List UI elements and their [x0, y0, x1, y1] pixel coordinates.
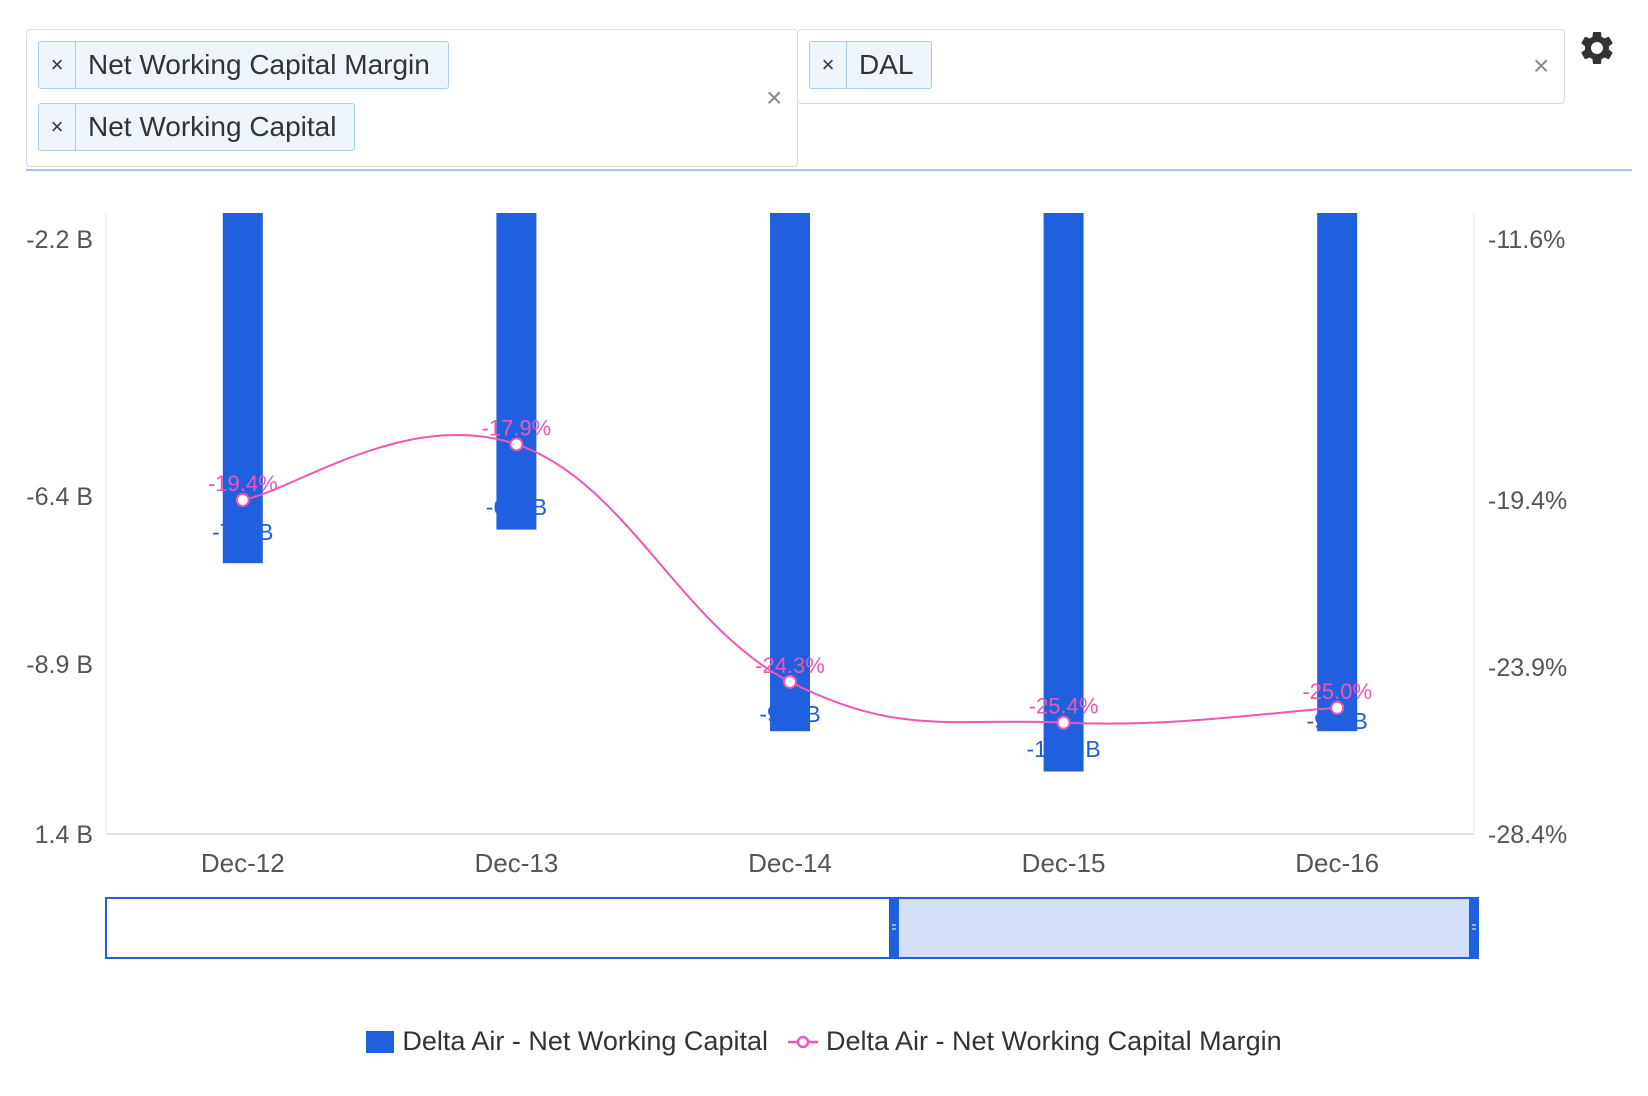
metrics-filter-box[interactable]: × Net Working Capital Margin × Net Worki… — [26, 29, 798, 167]
metric-tag-label: Net Working Capital Margin — [88, 49, 430, 80]
x-tick-label: Dec-14 — [748, 848, 832, 878]
range-selection[interactable] — [892, 897, 1475, 959]
bar-value-label: -7.4 B — [212, 519, 273, 545]
line-net-working-capital-margin[interactable] — [242, 434, 1338, 725]
line-value-label: -25.0% — [1302, 679, 1372, 704]
y-right-tick-label: -19.4% — [1488, 487, 1567, 515]
line-point[interactable] — [1056, 715, 1071, 730]
range-handle-right[interactable] — [1469, 897, 1479, 959]
y-right-tick-label: -11.6% — [1488, 226, 1565, 254]
line-value-label: -19.4% — [208, 471, 278, 496]
bar-net-working-capital[interactable] — [222, 213, 263, 564]
x-tick-label: Dec-15 — [1022, 848, 1106, 878]
toolbar-divider — [26, 169, 1632, 171]
y-left-tick-label: -6.4 B — [26, 483, 93, 511]
bar-net-working-capital[interactable] — [496, 213, 537, 530]
metric-tag-net-working-capital-margin: × Net Working Capital Margin — [38, 41, 449, 89]
x-tick-label: Dec-12 — [201, 848, 285, 878]
ticker-tag-dal: × DAL — [809, 41, 933, 89]
bar-value-label: -10.5 B — [1027, 736, 1101, 762]
y-left-tick-label: 1.4 B — [35, 821, 93, 849]
x-tick-label: Dec-13 — [474, 848, 558, 878]
legend-bar-swatch — [366, 1030, 395, 1053]
legend-item-net-working-capital-margin[interactable]: Delta Air - Net Working Capital Margin — [787, 1026, 1282, 1057]
legend-item-net-working-capital[interactable]: Delta Air - Net Working Capital — [366, 1026, 768, 1057]
metric-tag-net-working-capital: × Net Working Capital — [38, 103, 356, 151]
bar-net-working-capital[interactable] — [1317, 213, 1358, 732]
chart-legend: Delta Air - Net Working Capital Delta Ai… — [0, 1026, 1648, 1057]
y-left-tick-label: -8.9 B — [26, 651, 93, 679]
line-point[interactable] — [509, 437, 524, 452]
x-tick-label: Dec-16 — [1295, 848, 1379, 878]
bar-value-label: -6.9 B — [486, 494, 547, 520]
metric-tag-label: Net Working Capital — [88, 111, 337, 142]
line-point[interactable] — [235, 493, 250, 507]
line-point[interactable] — [1330, 700, 1345, 715]
line-value-label: -25.4% — [1029, 694, 1099, 719]
chart-area: -2.2 B -6.4 B -8.9 B 1.4 B -11.6% -19.4% -23.9… — [26, 213, 1567, 959]
y-right-tick-label: -28.4% — [1488, 821, 1567, 849]
remove-tag-icon[interactable]: × — [810, 42, 847, 88]
legend-label: Delta Air - Net Working Capital — [402, 1026, 768, 1056]
clear-tickers-icon[interactable]: × — [1533, 50, 1550, 81]
line-value-label: -24.3% — [755, 653, 825, 678]
bar-net-working-capital[interactable] — [1043, 213, 1084, 772]
ticker-tag-label: DAL — [859, 49, 914, 80]
gear-icon[interactable] — [1577, 28, 1617, 68]
clear-metrics-icon[interactable]: × — [766, 82, 783, 113]
bar-value-label: -9.9 B — [759, 701, 820, 727]
y-right-tick-label: -23.9% — [1488, 654, 1567, 682]
remove-tag-icon[interactable]: × — [39, 104, 76, 150]
line-point[interactable] — [783, 674, 797, 689]
line-value-label: -17.9% — [482, 415, 552, 440]
ticker-filter-box[interactable]: × DAL × — [797, 29, 1565, 104]
legend-line-swatch — [787, 1035, 818, 1048]
range-handle-left[interactable] — [888, 897, 899, 959]
remove-tag-icon[interactable]: × — [39, 42, 76, 88]
legend-label: Delta Air - Net Working Capital Margin — [825, 1026, 1282, 1056]
bar-net-working-capital[interactable] — [770, 213, 810, 732]
y-left-tick-label: -2.2 B — [26, 226, 93, 254]
